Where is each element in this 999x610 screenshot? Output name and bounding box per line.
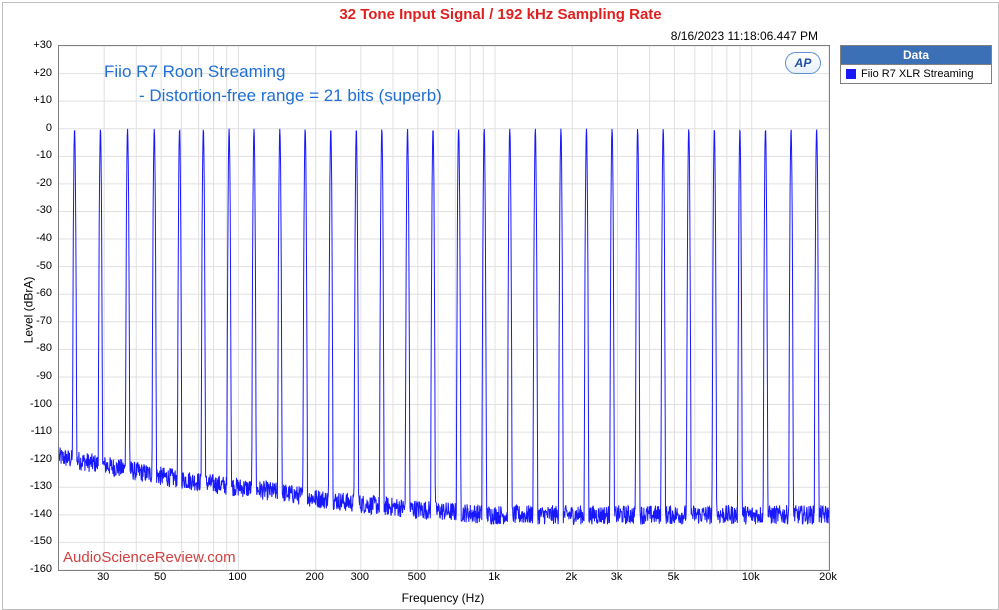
x-tick-label: 300 <box>351 571 369 583</box>
x-tick-label: 100 <box>228 571 246 583</box>
watermark: AudioScienceReview.com <box>63 549 236 566</box>
y-tick-label: -80 <box>22 342 52 354</box>
annotation-line2: - Distortion-free range = 21 bits (super… <box>139 86 442 106</box>
y-tick-label: -50 <box>22 260 52 272</box>
x-tick-label: 1k <box>488 571 500 583</box>
legend-label: Fiio R7 XLR Streaming <box>861 68 974 80</box>
y-tick-label: +30 <box>22 39 52 51</box>
y-tick-label: -150 <box>22 535 52 547</box>
x-tick-label: 10k <box>742 571 760 583</box>
x-tick-label: 5k <box>668 571 680 583</box>
x-tick-label: 20k <box>819 571 837 583</box>
x-tick-label: 3k <box>611 571 623 583</box>
y-tick-label: -40 <box>22 232 52 244</box>
ap-logo: AP <box>785 52 821 74</box>
legend-items-container: Fiio R7 XLR Streaming <box>841 65 991 83</box>
legend-item: Fiio R7 XLR Streaming <box>841 65 991 83</box>
data-svg <box>59 46 829 570</box>
y-tick-label: -160 <box>22 563 52 575</box>
legend-box: Data Fiio R7 XLR Streaming <box>840 45 992 84</box>
x-tick-label: 30 <box>97 571 109 583</box>
y-tick-label: -90 <box>22 370 52 382</box>
y-tick-label: -130 <box>22 480 52 492</box>
legend-header: Data <box>841 46 991 65</box>
x-tick-label: 200 <box>305 571 323 583</box>
y-tick-label: +20 <box>22 67 52 79</box>
y-tick-label: -10 <box>22 149 52 161</box>
chart-title: 32 Tone Input Signal / 192 kHz Sampling … <box>3 6 998 23</box>
y-tick-label: -110 <box>22 425 52 437</box>
y-tick-label: +10 <box>22 94 52 106</box>
y-tick-label: -30 <box>22 204 52 216</box>
legend-swatch <box>846 69 856 79</box>
y-tick-label: -60 <box>22 287 52 299</box>
annotation-line1: Fiio R7 Roon Streaming <box>104 62 285 82</box>
timestamp: 8/16/2023 11:18:06.447 PM <box>671 29 818 43</box>
y-tick-label: -140 <box>22 508 52 520</box>
y-tick-label: -120 <box>22 453 52 465</box>
y-tick-label: 0 <box>22 122 52 134</box>
y-tick-label: -20 <box>22 177 52 189</box>
plot-area: AP Fiio R7 Roon Streaming - Distortion-f… <box>58 45 830 571</box>
x-tick-label: 2k <box>566 571 578 583</box>
y-tick-label: -70 <box>22 315 52 327</box>
x-tick-label: 50 <box>154 571 166 583</box>
y-tick-label: -100 <box>22 398 52 410</box>
chart-container: 32 Tone Input Signal / 192 kHz Sampling … <box>2 2 999 610</box>
x-tick-label: 500 <box>408 571 426 583</box>
x-axis-label: Frequency (Hz) <box>402 591 485 605</box>
